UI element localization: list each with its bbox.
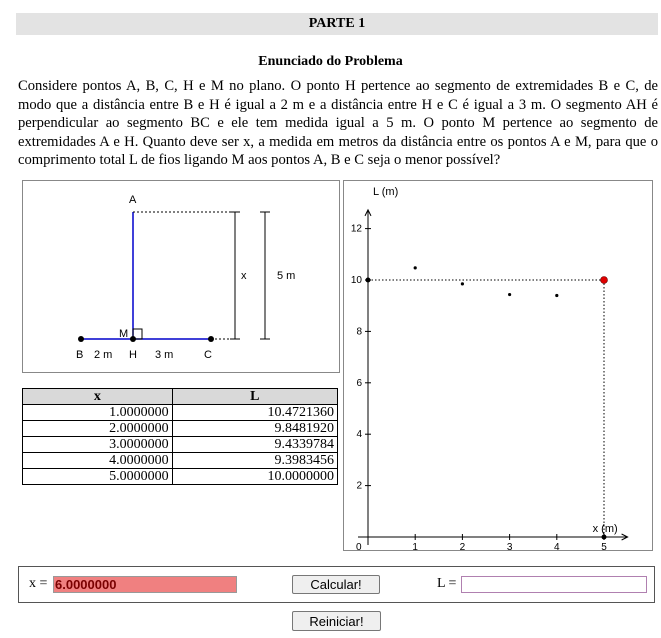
x-tick-label: 3 (507, 542, 513, 550)
table-header-l: L (171, 388, 339, 405)
table-cell: 10.4721360 (171, 404, 339, 421)
label-b: B (76, 349, 83, 361)
reset-button[interactable]: Reiniciar! (292, 611, 381, 631)
y-tick-label: 4 (356, 429, 362, 440)
y-tick-label: 12 (351, 224, 363, 235)
table-row: 3.0000000 9.4339784 (22, 436, 339, 453)
table-cell: 1.0000000 (22, 404, 173, 421)
graph-panel[interactable]: L (m) x (m) 0 2 4 6 8 10 12 1 2 3 4 5 (343, 180, 653, 551)
table-row: 1.0000000 10.4721360 (22, 404, 339, 421)
table-cell: 2.0000000 (22, 420, 173, 437)
x-input[interactable] (53, 576, 237, 593)
x-axis-point (601, 534, 607, 540)
y-tick-label: 2 (356, 481, 362, 492)
label-c: C (204, 349, 212, 361)
geometry-diagram: A M B 2 m H 3 m C x 5 m (22, 180, 340, 373)
data-point (508, 292, 512, 297)
table-header-x: x (22, 388, 173, 405)
right-angle-mark (132, 328, 143, 340)
label-a: A (129, 194, 137, 206)
l-output-field[interactable] (461, 576, 647, 593)
table-cell: 9.4339784 (171, 436, 339, 453)
values-table: x L 1.0000000 10.4721360 2.0000000 9.84819… (22, 388, 339, 485)
x-axis-label: x (m) (593, 523, 618, 535)
table-cell: 10.0000000 (171, 468, 339, 485)
table-row: 5.0000000 10.0000000 (22, 468, 339, 485)
highlight-point (600, 276, 608, 284)
label-total: 5 m (277, 270, 295, 282)
y-tick-label: 6 (356, 378, 362, 389)
y-axis-arrow (364, 208, 372, 217)
label-x: x (241, 270, 247, 282)
table-row: 2.0000000 9.8481920 (22, 420, 339, 437)
y-axis-label: L (m) (373, 186, 398, 198)
table-cell: 9.3983456 (171, 452, 339, 469)
x-input-label: x = (29, 576, 48, 591)
label-hc: 3 m (155, 349, 173, 361)
x-tick-label: 5 (601, 542, 607, 550)
calculate-button[interactable]: Calcular! (292, 575, 380, 594)
reference-point (365, 277, 371, 283)
label-bh: 2 m (94, 349, 112, 361)
label-m: M (119, 328, 128, 340)
y-tick-label: 8 (356, 326, 362, 337)
l-output-label: L = (437, 576, 457, 591)
point-c (208, 336, 214, 342)
table-cell: 4.0000000 (22, 452, 173, 469)
data-point (555, 293, 559, 298)
x-tick-label: 2 (460, 542, 466, 550)
x-axis-arrow (621, 533, 629, 541)
point-b (78, 336, 84, 342)
origin-label: 0 (356, 542, 362, 550)
data-point (413, 266, 417, 270)
table-header-row: x L (22, 388, 339, 405)
part-header: PARTE 1 (16, 13, 658, 35)
problem-statement: Considere pontos A, B, C, H e M no plano… (18, 78, 658, 169)
table-cell: 3.0000000 (22, 436, 173, 453)
x-tick-label: 1 (412, 542, 418, 550)
statement-heading: Enunciado do Problema (258, 54, 403, 69)
y-tick-label: 10 (351, 275, 363, 286)
x-tick-label: 4 (554, 542, 560, 550)
data-point (460, 282, 464, 286)
table-cell: 9.8481920 (171, 420, 339, 437)
label-h: H (129, 349, 137, 361)
table-cell: 5.0000000 (22, 468, 173, 485)
point-h (130, 336, 136, 342)
table-row: 4.0000000 9.3983456 (22, 452, 339, 469)
control-bar: x = Calcular! L = (18, 566, 655, 603)
